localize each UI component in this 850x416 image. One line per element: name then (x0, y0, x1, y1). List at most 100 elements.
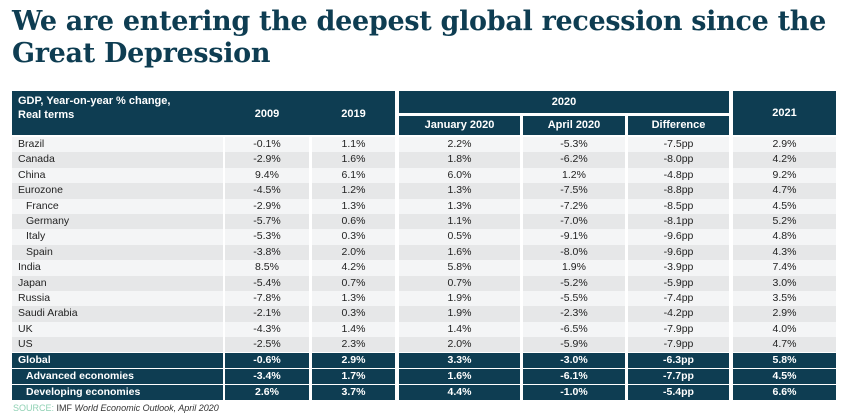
row-value: -2.9% (225, 152, 309, 168)
row-value: -6.1% (523, 369, 625, 385)
row-value: -2.9% (225, 198, 309, 214)
row-label: Global (12, 353, 223, 369)
row-value: 1.3% (399, 198, 520, 214)
header-2021: 2021 (733, 91, 836, 135)
row-value: 1.6% (312, 152, 395, 168)
header-2019: 2019 (341, 108, 366, 120)
row-value: 1.1% (312, 137, 395, 153)
row-value: 2.3% (312, 337, 395, 353)
row-value: -7.7pp (628, 369, 729, 385)
row-value: 2.2% (399, 137, 520, 153)
row-value: 0.3% (312, 306, 395, 322)
header-april-2020: April 2020 (523, 116, 625, 135)
row-value: -2.5% (225, 337, 309, 353)
row-value: -9.6pp (628, 244, 729, 261)
row-value: 9.2% (733, 167, 836, 184)
table-row: Developing economies 2.6% 3.7% 4.4% -1.0% -5.… (12, 385, 836, 401)
row-value: -0.1% (225, 137, 309, 153)
row-value: 4.3% (733, 244, 836, 261)
row-value: -8.8pp (628, 183, 729, 199)
row-value: 4.0% (733, 321, 836, 338)
row-label: Advanced economies (12, 369, 223, 385)
header-label-line2: Real terms (18, 109, 75, 121)
table-row: UK -4.3% 1.4% 1.4% -6.5% -7.9pp 4.0% (12, 321, 836, 338)
row-label: Saudi Arabia (12, 306, 223, 322)
row-label: India (12, 260, 223, 276)
row-value: 4.2% (733, 152, 836, 168)
row-label: Eurozone (12, 183, 223, 199)
row-value: -9.6pp (628, 229, 729, 245)
row-value: -5.2% (523, 275, 625, 291)
row-value: 4.5% (733, 198, 836, 214)
row-value: -7.8% (225, 290, 309, 307)
row-value: -3.0% (523, 353, 625, 369)
row-value: 3.0% (733, 275, 836, 291)
row-value: -7.5pp (628, 137, 729, 153)
row-value: 0.7% (312, 275, 395, 291)
header-left-block: GDP, Year-on-year % change, Real terms 2… (12, 91, 395, 135)
row-value: 4.2% (312, 260, 395, 276)
row-value: 1.3% (312, 290, 395, 307)
table-row: Japan -5.4% 0.7% 0.7% -5.2% -5.9pp 3.0% (12, 275, 836, 291)
row-value: -5.3% (225, 229, 309, 245)
row-value: -6.2% (523, 152, 625, 168)
table-row: Saudi Arabia -2.1% 0.3% 1.9% -2.3% -4.2pp 2.9% (12, 306, 836, 322)
row-label: US (12, 337, 223, 353)
table-row: Eurozone -4.5% 1.2% 1.3% -7.5% -8.8pp 4.7% (12, 183, 836, 199)
header-label-line1: GDP, Year-on-year % change, (18, 95, 171, 107)
table-row: US -2.5% 2.3% 2.0% -5.9% -7.9pp 4.7% (12, 337, 836, 353)
row-value: 5.8% (733, 353, 836, 369)
row-value: 2.9% (312, 353, 395, 369)
row-value: 0.7% (399, 275, 520, 291)
row-value: -4.3% (225, 321, 309, 338)
row-value: 2.0% (399, 337, 520, 353)
row-value: 6.0% (399, 167, 520, 184)
row-label: Developing economies (12, 385, 223, 401)
row-value: -7.9pp (628, 321, 729, 338)
row-value: 4.5% (733, 369, 836, 385)
row-value: 1.8% (399, 152, 520, 168)
row-value: 0.5% (399, 229, 520, 245)
row-label: France (12, 198, 223, 214)
row-value: -4.5% (225, 183, 309, 199)
header-group-2020: 2020 (399, 91, 729, 113)
page-title: We are entering the deepest global reces… (12, 6, 826, 69)
header-difference: Difference (628, 116, 729, 135)
row-value: 1.6% (399, 369, 520, 385)
row-value: 2.6% (225, 385, 309, 401)
row-value: -3.8% (225, 244, 309, 261)
row-value: -7.0% (523, 213, 625, 230)
row-value: 0.3% (312, 229, 395, 245)
row-value: 1.1% (399, 213, 520, 230)
row-value: 4.4% (399, 385, 520, 401)
row-value: -4.2pp (628, 306, 729, 322)
row-value: -7.5% (523, 183, 625, 199)
row-value: -7.9pp (628, 337, 729, 353)
row-value: -5.4% (225, 275, 309, 291)
row-value: 9.4% (225, 167, 309, 184)
row-value: 2.0% (312, 244, 395, 261)
row-label: Italy (12, 229, 223, 245)
gdp-table: GDP, Year-on-year % change, Real terms 2… (12, 91, 836, 401)
row-value: -8.5pp (628, 198, 729, 214)
row-value: 1.9% (399, 290, 520, 307)
row-value: 1.7% (312, 369, 395, 385)
row-value: 8.5% (225, 260, 309, 276)
row-label: Germany (12, 213, 223, 230)
table-row: Russia -7.8% 1.3% 1.9% -5.5% -7.4pp 3.5% (12, 290, 836, 307)
table-summary: Global -0.6% 2.9% 3.3% -3.0% -6.3pp 5.8% Advanc… (12, 353, 836, 401)
row-value: -5.3% (523, 137, 625, 153)
table-row: Germany -5.7% 0.6% 1.1% -7.0% -8.1pp 5.2% (12, 213, 836, 230)
row-value: 5.2% (733, 213, 836, 230)
table-row: France -2.9% 1.3% 1.3% -7.2% -8.5pp 4.5% (12, 198, 836, 214)
table-row: China 9.4% 6.1% 6.0% 1.2% -4.8pp 9.2% (12, 167, 836, 184)
row-value: 3.3% (399, 353, 520, 369)
table-row: Italy -5.3% 0.3% 0.5% -9.1% -9.6pp 4.8% (12, 229, 836, 245)
row-value: -9.1% (523, 229, 625, 245)
row-value: -2.3% (523, 306, 625, 322)
row-value: -5.7% (225, 213, 309, 230)
row-label: Spain (12, 244, 223, 261)
table-row: Spain -3.8% 2.0% 1.6% -8.0% -9.6pp 4.3% (12, 244, 836, 261)
row-value: -2.1% (225, 306, 309, 322)
header-label: GDP, Year-on-year % change, Real terms (18, 94, 170, 122)
